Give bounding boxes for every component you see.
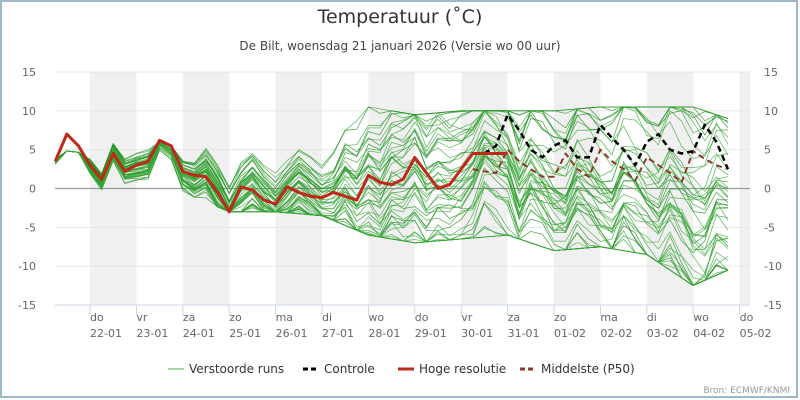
x-tick-day: vr (136, 311, 148, 324)
x-tick-date: 23-01 (136, 327, 168, 340)
ensemble-member-line (54, 141, 729, 287)
x-tick-date: 30-01 (461, 327, 493, 340)
x-tick-day: di (647, 311, 657, 324)
x-tick-day: do (415, 311, 429, 324)
x-tick-day: do (90, 311, 104, 324)
legend-item-median[interactable]: Middelste (P50) (520, 362, 635, 376)
y-tick-label-left: 15 (22, 66, 36, 79)
x-axis: do 22-01 vr 23-01 za 24-01 zo 25-01 ma 26-01 di 27-… (55, 304, 772, 340)
legend: Verstoorde runs Controle Hoge resolutie Mid… (168, 362, 635, 376)
y-tick-label-left: -15 (18, 299, 36, 312)
y-tick-label-right: 5 (764, 144, 771, 157)
y-tick-label-left: 0 (29, 183, 36, 196)
y-tick-label-right: -10 (764, 260, 782, 273)
legend-label: Middelste (P50) (541, 362, 635, 376)
y-tick-label-left: -10 (18, 260, 36, 273)
x-tick-day: zo (229, 311, 242, 324)
chart-title: Temperatuur (˚C) (317, 6, 483, 28)
x-tick-date: 04-02 (693, 327, 725, 340)
source-credit: Bron: ECMWF/KNMI (703, 386, 790, 396)
chart-subtitle: De Bilt, woensdag 21 januari 2026 (Versi… (239, 39, 561, 53)
legend-label: Verstoorde runs (189, 362, 284, 376)
x-tick-day: za (183, 311, 196, 324)
x-tick-date: 02-02 (600, 327, 632, 340)
x-tick-date: 25-01 (229, 327, 261, 340)
ensemble-member-line (54, 141, 729, 281)
y-tick-label-left: 5 (29, 144, 36, 157)
y-tick-label-right: 15 (764, 66, 778, 79)
ensemble-member-line (54, 129, 729, 231)
x-tick-date: 29-01 (415, 327, 447, 340)
x-tick-date: 27-01 (322, 327, 354, 340)
x-tick-day: ma (600, 311, 617, 324)
legend-label: Controle (324, 362, 375, 376)
legend-item-control[interactable]: Controle (303, 362, 375, 376)
x-tick-day: zo (554, 311, 567, 324)
x-tick-day: do (740, 311, 754, 324)
y-tick-label-left: -5 (25, 221, 36, 234)
x-tick-day: vr (461, 311, 473, 324)
x-tick-date: 31-01 (508, 327, 540, 340)
x-tick-date: 26-01 (276, 327, 308, 340)
x-tick-date: 28-01 (368, 327, 400, 340)
legend-item-high-resolution[interactable]: Hoge resolutie (398, 362, 506, 376)
y-axis-left: 15 10 5 0 -5 -10 -15 (18, 66, 36, 312)
x-tick-date: 01-02 (554, 327, 586, 340)
x-tick-date: 22-01 (90, 327, 122, 340)
control-line (483, 113, 730, 170)
high-resolution-line (53, 132, 508, 214)
legend-item-perturbed-runs[interactable]: Verstoorde runs (168, 362, 284, 376)
x-tick-day: di (322, 311, 332, 324)
x-tick-day: wo (693, 311, 709, 324)
y-tick-label-right: 10 (764, 105, 778, 118)
legend-label: Hoge resolutie (419, 362, 506, 376)
median-p50-line (472, 148, 729, 184)
x-tick-day: ma (276, 311, 293, 324)
y-axis-right: 15 10 5 0 -5 -10 -15 (764, 66, 782, 312)
y-tick-label-right: 0 (764, 183, 771, 196)
y-tick-label-right: -15 (764, 299, 782, 312)
x-tick-day: za (508, 311, 521, 324)
ensemble-member-line (54, 149, 729, 274)
x-tick-date: 03-02 (647, 327, 679, 340)
x-tick-date: 05-02 (740, 327, 772, 340)
x-tick-day: wo (368, 311, 384, 324)
main-series (53, 113, 730, 214)
x-tick-date: 24-01 (183, 327, 215, 340)
y-tick-label-left: 10 (22, 105, 36, 118)
y-tick-label-right: -5 (764, 221, 775, 234)
